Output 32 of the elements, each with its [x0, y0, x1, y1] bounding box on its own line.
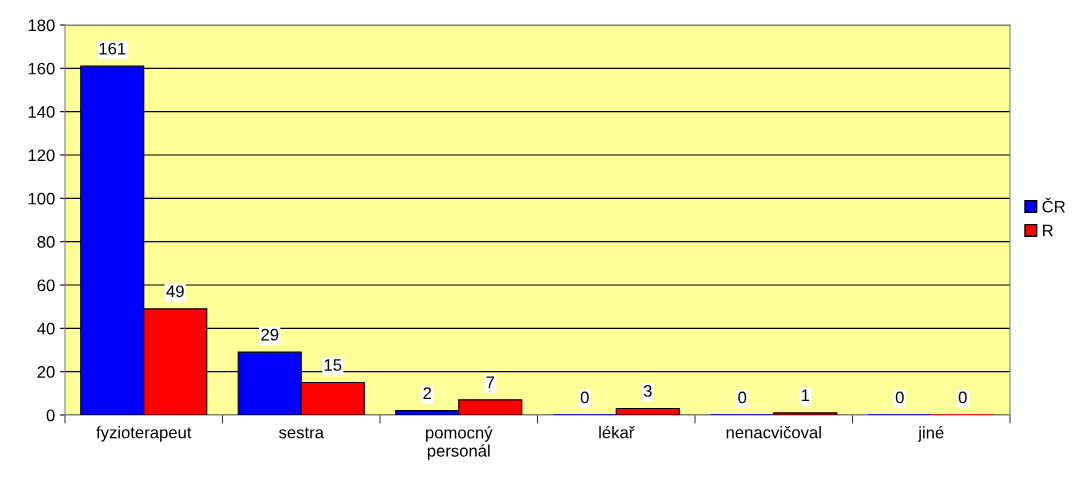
y-tick-label: 20	[37, 366, 55, 378]
y-tick-label: 80	[37, 236, 55, 248]
legend-label: R	[1043, 224, 1053, 237]
bar	[615, 407, 680, 415]
legend-label: ČR	[1042, 197, 1065, 213]
y-tick-label: 0	[46, 409, 55, 422]
x-tick-label: lékař	[599, 425, 635, 439]
data-label: 7	[486, 376, 495, 389]
y-tick-label: 60	[37, 279, 55, 292]
data-label: 161	[99, 42, 126, 55]
bar	[773, 412, 838, 415]
data-label: 0	[895, 391, 904, 404]
data-label: 0	[738, 391, 747, 404]
y-tick-label: 40	[37, 322, 55, 335]
x-tick-label: jiné	[917, 426, 944, 442]
data-label: 2	[423, 387, 432, 399]
data-label: 29	[261, 328, 279, 341]
data-label: 0	[958, 391, 967, 404]
y-tick-label: 140	[28, 106, 55, 118]
x-tick-label: nenacvičoval	[726, 426, 821, 439]
data-label: 0	[580, 391, 589, 404]
x-tick-label: sestra	[279, 427, 324, 439]
data-label: 1	[801, 389, 810, 402]
data-label: 49	[166, 285, 184, 298]
x-tick-label: pomocný personál	[426, 426, 493, 461]
data-label: 15	[324, 359, 342, 371]
x-tick-label: fyzioterapeut	[96, 426, 192, 442]
data-label: 3	[643, 385, 652, 397]
y-tick-label: 100	[28, 192, 55, 205]
y-tick-label: 180	[28, 19, 55, 32]
y-tick-label: 120	[28, 149, 55, 162]
y-tick-label: 160	[28, 62, 55, 75]
